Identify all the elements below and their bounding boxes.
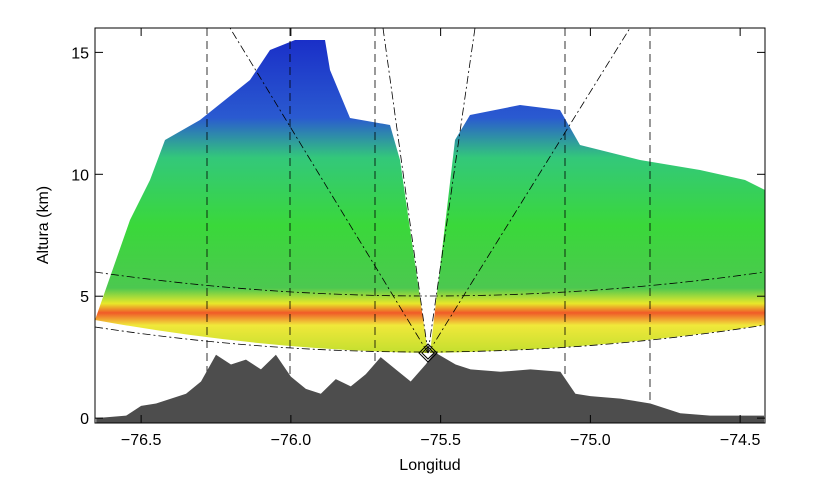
y-tick-label: 5 (80, 289, 89, 306)
y-axis-label: Altura (km) (35, 186, 52, 264)
radar-site (418, 343, 438, 363)
y-tick-label: 0 (80, 411, 89, 428)
x-tick-label: −75.0 (570, 432, 611, 449)
x-tick-label: −75.5 (420, 432, 461, 449)
guide-lines (94, 27, 766, 423)
beam (427, 27, 476, 354)
radar-field (95, 40, 765, 353)
x-axis-label: Longitud (399, 457, 460, 474)
reflectivity-left (95, 40, 428, 353)
reflectivity-right (430, 105, 765, 353)
range-arc (94, 271, 766, 297)
plot-frame (94, 27, 766, 424)
x-tick-label: −74.5 (720, 432, 761, 449)
y-tick-label: 10 (71, 167, 89, 184)
y-tick-label: 15 (71, 45, 89, 62)
plot (96, 352, 765, 423)
x-tick-label: −76.0 (271, 432, 312, 449)
terrain-area (96, 352, 765, 423)
range-arc (94, 324, 766, 353)
x-tick-label: −76.5 (121, 432, 162, 449)
beam (382, 27, 429, 354)
